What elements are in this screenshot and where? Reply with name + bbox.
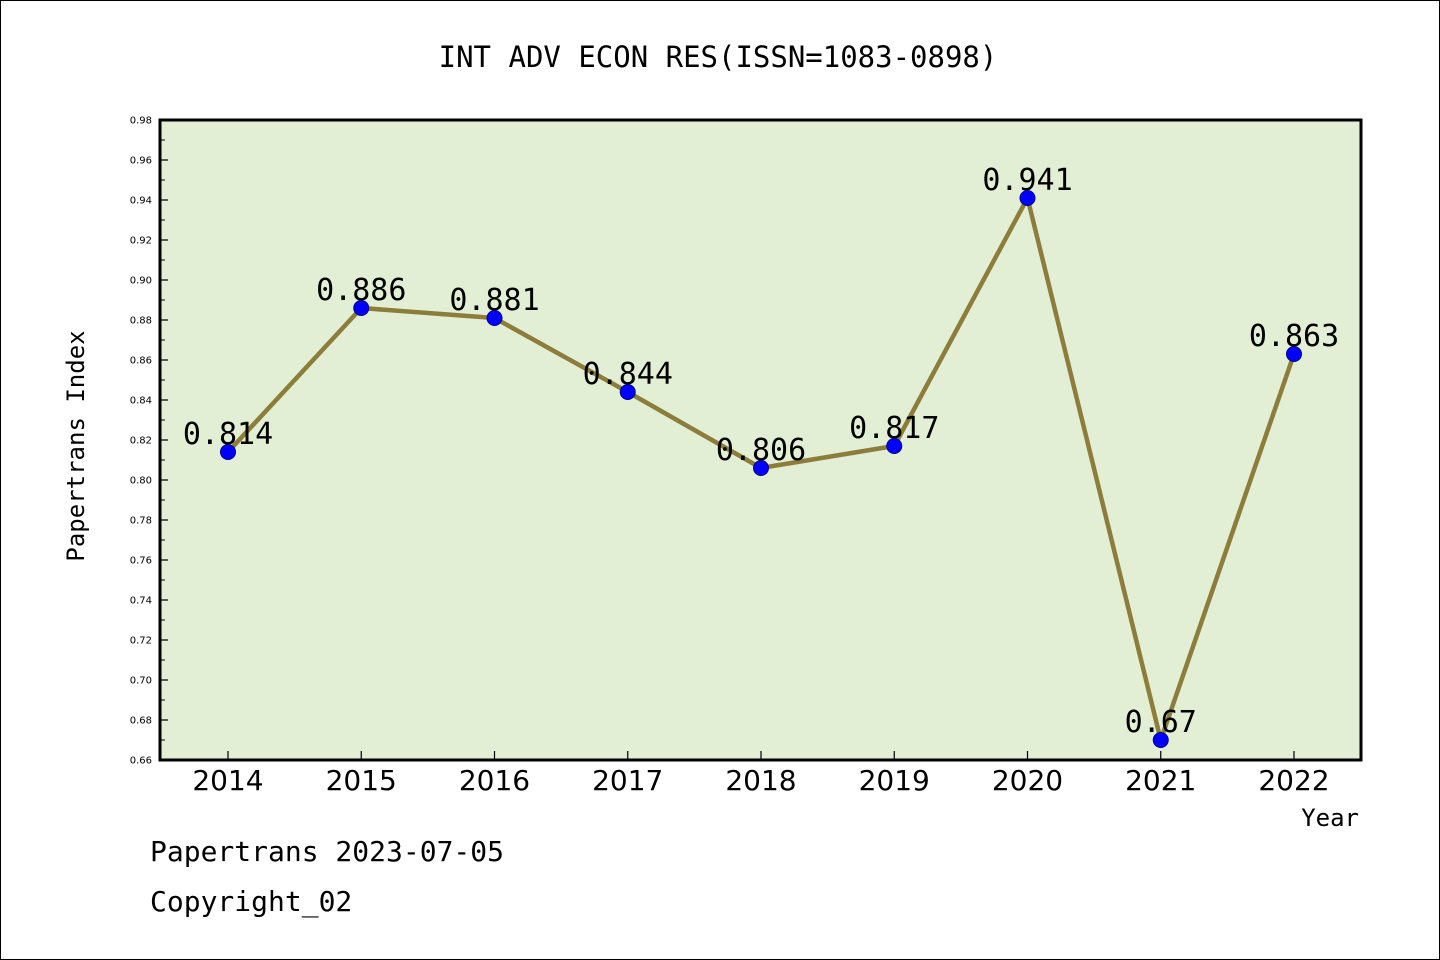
data-point bbox=[619, 384, 636, 400]
data-label: 0.67 bbox=[1125, 705, 1197, 740]
data-label: 0.814 bbox=[183, 417, 273, 452]
x-axis: 2014 2015 2016 2017 2018 2019 2020 2021 2022 bbox=[192, 751, 1330, 797]
y-tick-label: 0.82 bbox=[130, 436, 152, 447]
x-tick-label: 2014 bbox=[192, 764, 263, 797]
data-labels: 0.814 0.886 0.881 0.844 0.806 0.817 0.941 0.67 0… bbox=[183, 163, 1339, 740]
y-tick-label: 0.98 bbox=[130, 116, 152, 127]
data-point bbox=[1019, 190, 1036, 206]
x-tick-label: 2018 bbox=[725, 764, 796, 797]
y-tick-label: 0.76 bbox=[130, 556, 152, 567]
y-axis-label: Papertrans Index bbox=[62, 330, 90, 561]
y-tick-label: 0.66 bbox=[130, 756, 152, 767]
y-tick-label: 0.80 bbox=[130, 476, 152, 487]
y-tick-label: 0.88 bbox=[130, 316, 152, 327]
data-point bbox=[353, 300, 370, 316]
x-tick-label: 2016 bbox=[459, 764, 530, 797]
data-label: 0.863 bbox=[1249, 319, 1339, 354]
x-tick-label: 2015 bbox=[326, 764, 397, 797]
x-tick-label: 2017 bbox=[592, 764, 663, 797]
y-tick-label: 0.94 bbox=[130, 196, 152, 207]
footer-copyright: Copyright_02 bbox=[150, 885, 353, 918]
y-tick-label: 0.70 bbox=[130, 676, 152, 687]
y-tick-label: 0.78 bbox=[130, 516, 152, 527]
y-tick-label: 0.92 bbox=[130, 236, 152, 247]
y-tick-label: 0.68 bbox=[130, 716, 152, 727]
data-point bbox=[886, 438, 903, 454]
x-tick-label: 2020 bbox=[992, 764, 1063, 797]
y-tick-label: 0.86 bbox=[130, 356, 152, 367]
x-tick-label: 2021 bbox=[1125, 764, 1196, 797]
x-axis-label: Year bbox=[1301, 804, 1359, 832]
data-markers bbox=[220, 190, 1302, 748]
plot-area bbox=[160, 120, 1361, 760]
data-label: 0.844 bbox=[583, 357, 673, 392]
data-label: 0.806 bbox=[716, 433, 806, 468]
data-point bbox=[753, 460, 769, 476]
data-label: 0.817 bbox=[849, 411, 939, 446]
plot-border bbox=[158, 118, 1363, 762]
chart-title: INT ADV ECON RES(ISSN=1083-0898) bbox=[439, 40, 998, 74]
y-tick-label: 0.96 bbox=[130, 156, 152, 167]
data-label: 0.881 bbox=[449, 283, 539, 318]
y-tick-label: 0.90 bbox=[130, 276, 152, 287]
y-tick-label: 0.72 bbox=[130, 636, 152, 647]
x-tick-label: 2019 bbox=[859, 764, 930, 797]
footer-date: Papertrans 2023-07-05 bbox=[150, 835, 505, 868]
data-label: 0.886 bbox=[316, 273, 406, 308]
data-label: 0.941 bbox=[982, 163, 1072, 198]
data-point bbox=[1152, 732, 1169, 748]
y-tick-label: 0.84 bbox=[130, 396, 152, 407]
y-tick-label: 0.74 bbox=[130, 596, 152, 607]
data-point bbox=[220, 444, 236, 460]
data-point bbox=[486, 310, 503, 326]
data-point bbox=[1286, 346, 1302, 362]
x-tick-label: 2022 bbox=[1258, 764, 1329, 797]
